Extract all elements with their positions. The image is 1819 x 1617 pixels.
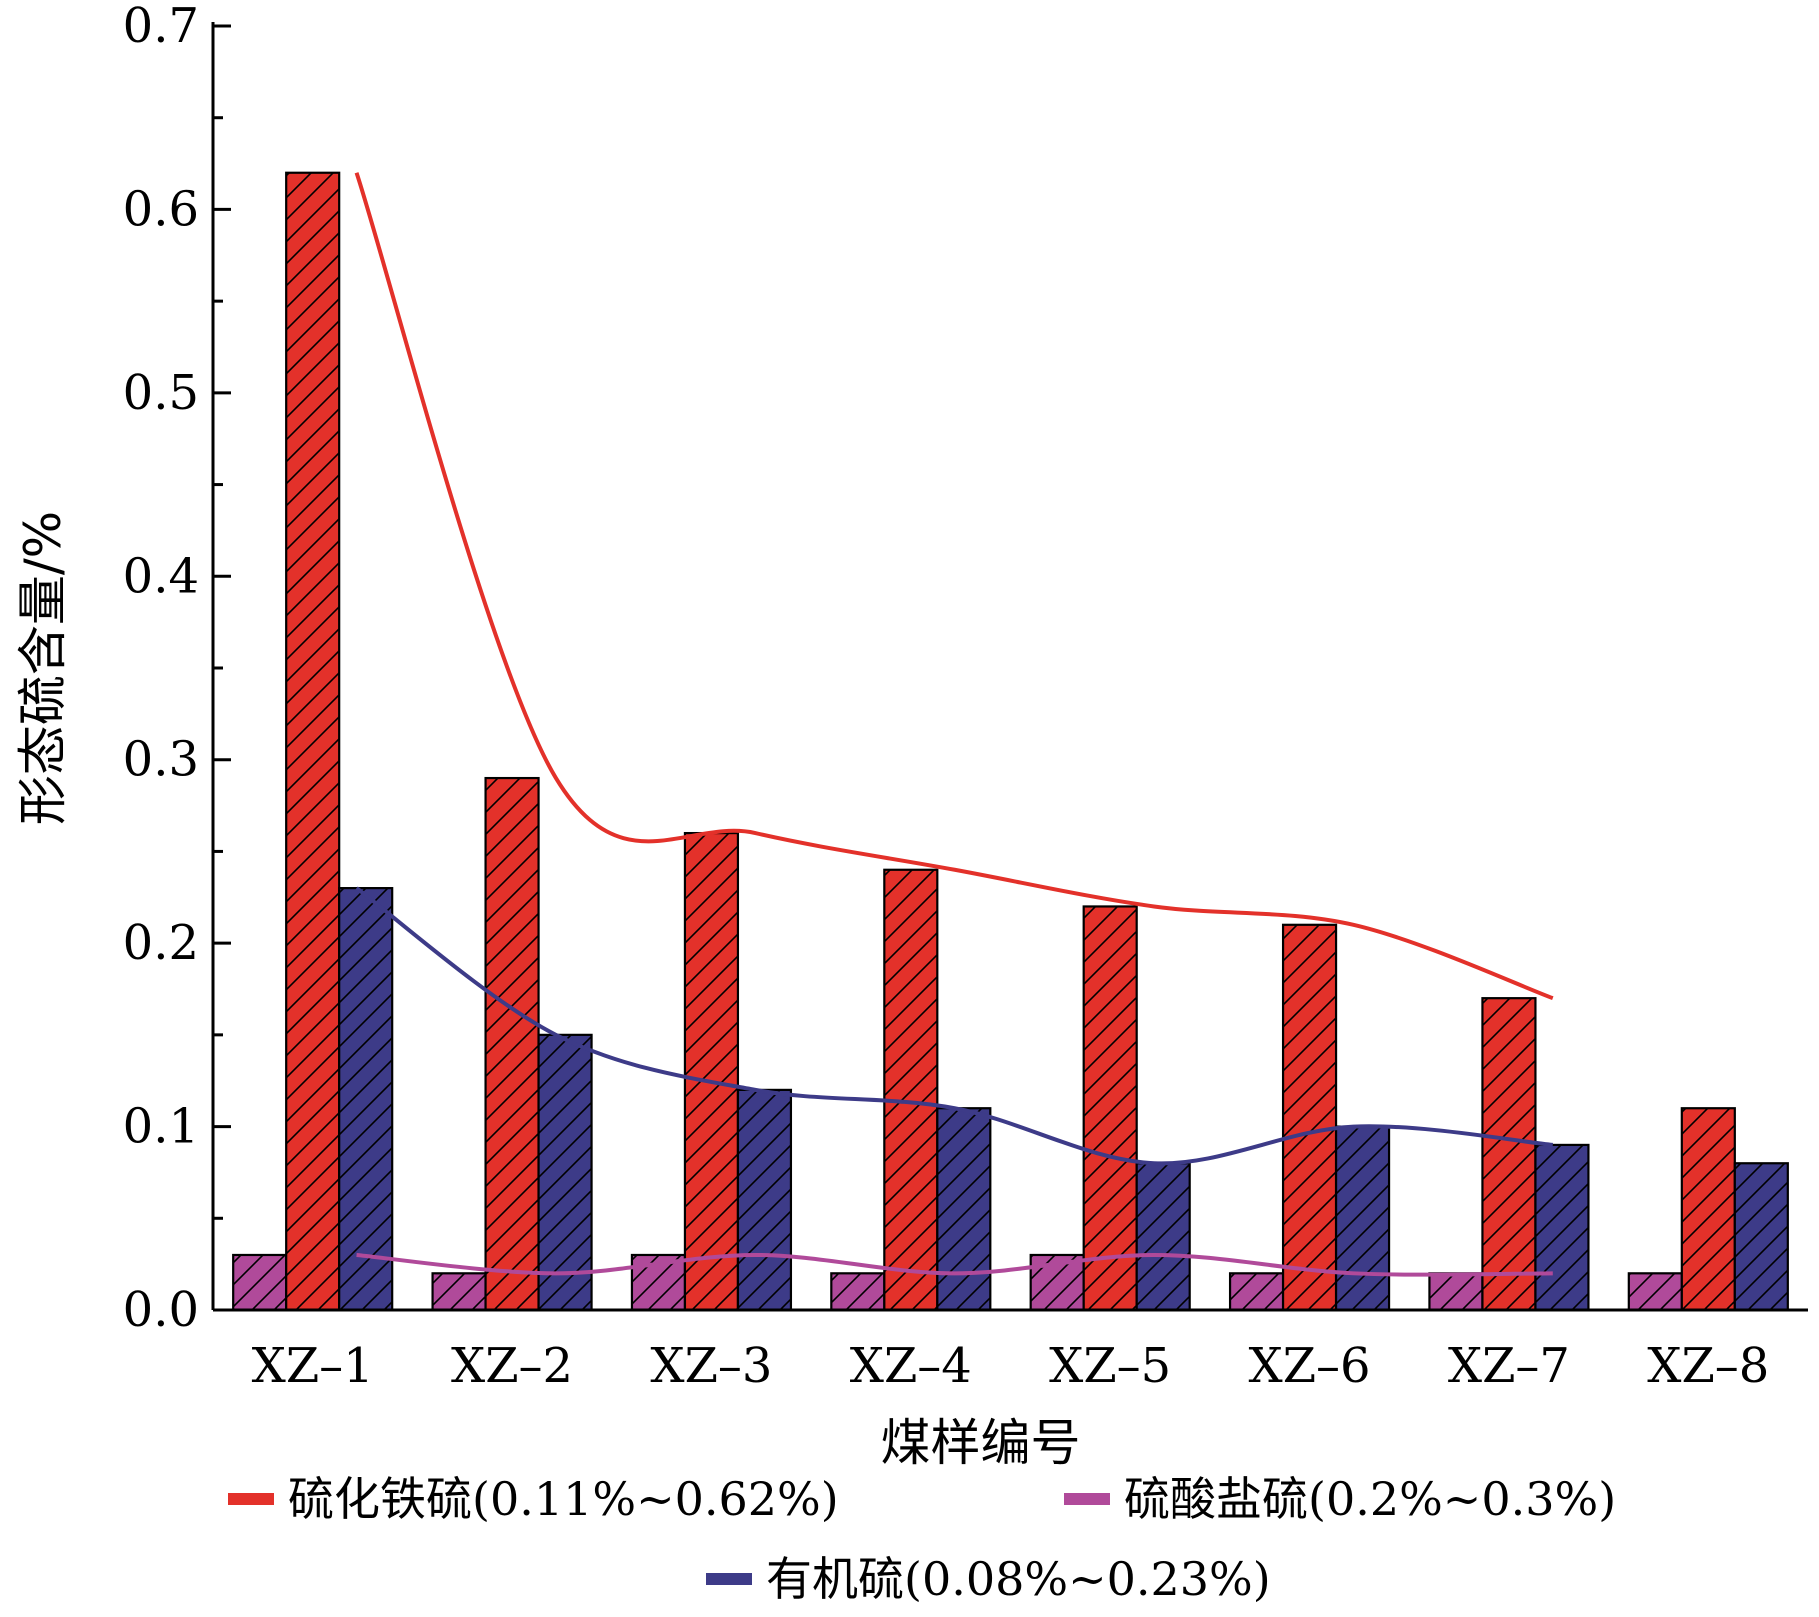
- x-axis-title: 煤样编号: [881, 1414, 1081, 1472]
- x-tick-label: XZ–5: [1049, 1338, 1171, 1394]
- legend-label-2: 有机硫(0.08%~0.23%): [766, 1552, 1271, 1606]
- y-tick-label: 0.7: [123, 0, 199, 54]
- bar-outline-2-3: [936, 1107, 992, 1312]
- bar-outline-2-2: [736, 1088, 793, 1312]
- x-tick-label: XZ–6: [1249, 1338, 1371, 1394]
- trend-line-0: [356, 1252, 1553, 1277]
- y-axis-title: 形态硫含量/%: [14, 511, 72, 825]
- bar-outline-1-7: [1680, 1107, 1736, 1312]
- y-tick-label: 0.6: [123, 181, 199, 237]
- bar-outline-0-6: [1428, 1272, 1484, 1312]
- legend-swatch-2: [706, 1573, 752, 1585]
- trend-line-1: [354, 172, 1554, 1001]
- trend-line-layer: [354, 172, 1554, 1277]
- y-tick-label: 0.2: [123, 915, 199, 971]
- bar-outline-2-0: [338, 887, 394, 1312]
- bar-outline-2-7: [1733, 1162, 1789, 1312]
- x-tick-label: XZ–7: [1448, 1338, 1570, 1394]
- y-tick-labels: 0.0 0.1 0.2 0.3 0.4 0.5 0.6 0.7: [123, 0, 231, 1338]
- axes-layer: [211, 22, 1808, 1312]
- x-tick-label: XZ–8: [1647, 1338, 1769, 1394]
- bar-outline-2-1: [537, 1033, 593, 1312]
- legend-label-0: 硫酸盐硫(0.2%~0.3%): [1124, 1472, 1616, 1526]
- bar-outline-0-1: [431, 1272, 487, 1312]
- y-tick-label: 0.5: [123, 365, 199, 421]
- bar-outline-1-2: [683, 831, 740, 1312]
- trend-line-2: [355, 886, 1553, 1166]
- x-tick-labels: XZ–1 XZ–2 XZ–3 XZ–4 XZ–5 XZ–6 XZ–7 XZ–8: [252, 1338, 1770, 1394]
- bar-outline-2-4: [1135, 1162, 1191, 1312]
- bar-outline-0-7: [1627, 1272, 1683, 1312]
- bar-outline-0-3: [830, 1272, 886, 1312]
- bar-outline-1-3: [883, 868, 939, 1312]
- bar-outline-0-0: [232, 1253, 288, 1312]
- x-tick-label: XZ–2: [451, 1338, 573, 1394]
- y-tick-label: 0.4: [123, 548, 199, 604]
- bar-outline-1-4: [1082, 905, 1138, 1312]
- x-tick-label: XZ–3: [650, 1338, 772, 1394]
- bar-outline-2-5: [1334, 1125, 1391, 1312]
- bar-outline-1-5: [1281, 923, 1338, 1312]
- bar-outline-1-6: [1481, 997, 1537, 1312]
- legend-swatch-0: [1064, 1493, 1110, 1505]
- legend: 硫化铁硫(0.11%~0.62%) 硫酸盐硫(0.2%~0.3%) 有机硫(0.08…: [228, 1472, 1616, 1606]
- y-tick-label: 0.3: [123, 732, 199, 788]
- bar-outline-1-1: [484, 776, 540, 1312]
- legend-swatch-1: [228, 1493, 274, 1505]
- x-tick-label: XZ–1: [252, 1338, 374, 1394]
- y-tick-label: 0.1: [123, 1099, 199, 1155]
- bar-outline-2-6: [1534, 1143, 1590, 1312]
- bar-outline-0-5: [1228, 1272, 1285, 1312]
- x-tick-label: XZ–4: [850, 1338, 972, 1394]
- y-tick-label: 0.0: [123, 1282, 199, 1338]
- bar-outline-1-0: [285, 171, 341, 1312]
- bar-layer: [232, 171, 1789, 1312]
- legend-label-1: 硫化铁硫(0.11%~0.62%): [288, 1472, 839, 1526]
